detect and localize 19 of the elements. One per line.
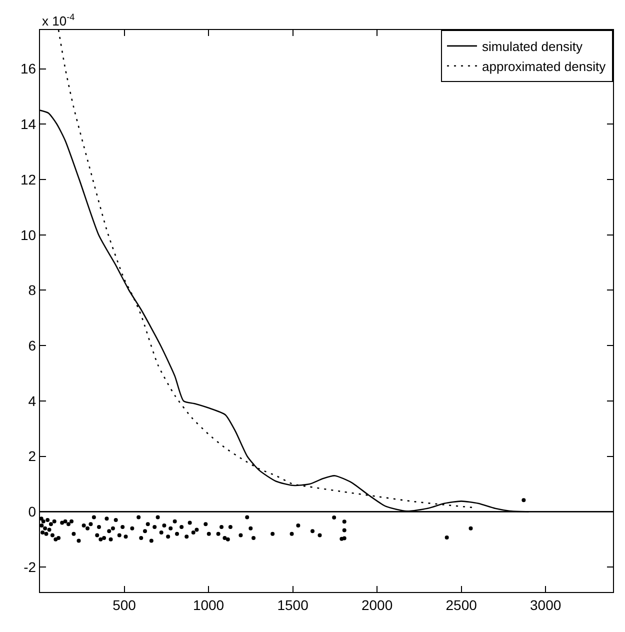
x-tick-label: 3000	[530, 596, 562, 613]
legend-label: simulated density	[482, 39, 583, 54]
x-tick-label: 2000	[361, 596, 393, 613]
y-tick-label: 10	[20, 226, 36, 243]
text: x 10$^{-4}$	[42, 12, 75, 28]
x-tick-label: 1500	[277, 596, 309, 613]
x-tick-label: 500	[112, 596, 136, 613]
y-tick-label: 2	[28, 448, 36, 464]
y-tick-label: 6	[28, 338, 36, 354]
x-tick-label: 1000	[192, 596, 224, 613]
legend-label: approximated density	[482, 58, 606, 74]
x-tick-label: 2500	[446, 596, 478, 613]
y-tick-label: 4	[28, 392, 36, 409]
y-tick-label: 8	[28, 282, 36, 298]
y-tick-label: 14	[20, 116, 36, 132]
y-tick-label: -2	[24, 558, 36, 575]
y-tick-label: 12	[20, 171, 36, 188]
y-tick-label: 0	[28, 504, 36, 520]
y-tick-label: 16	[20, 60, 36, 77]
